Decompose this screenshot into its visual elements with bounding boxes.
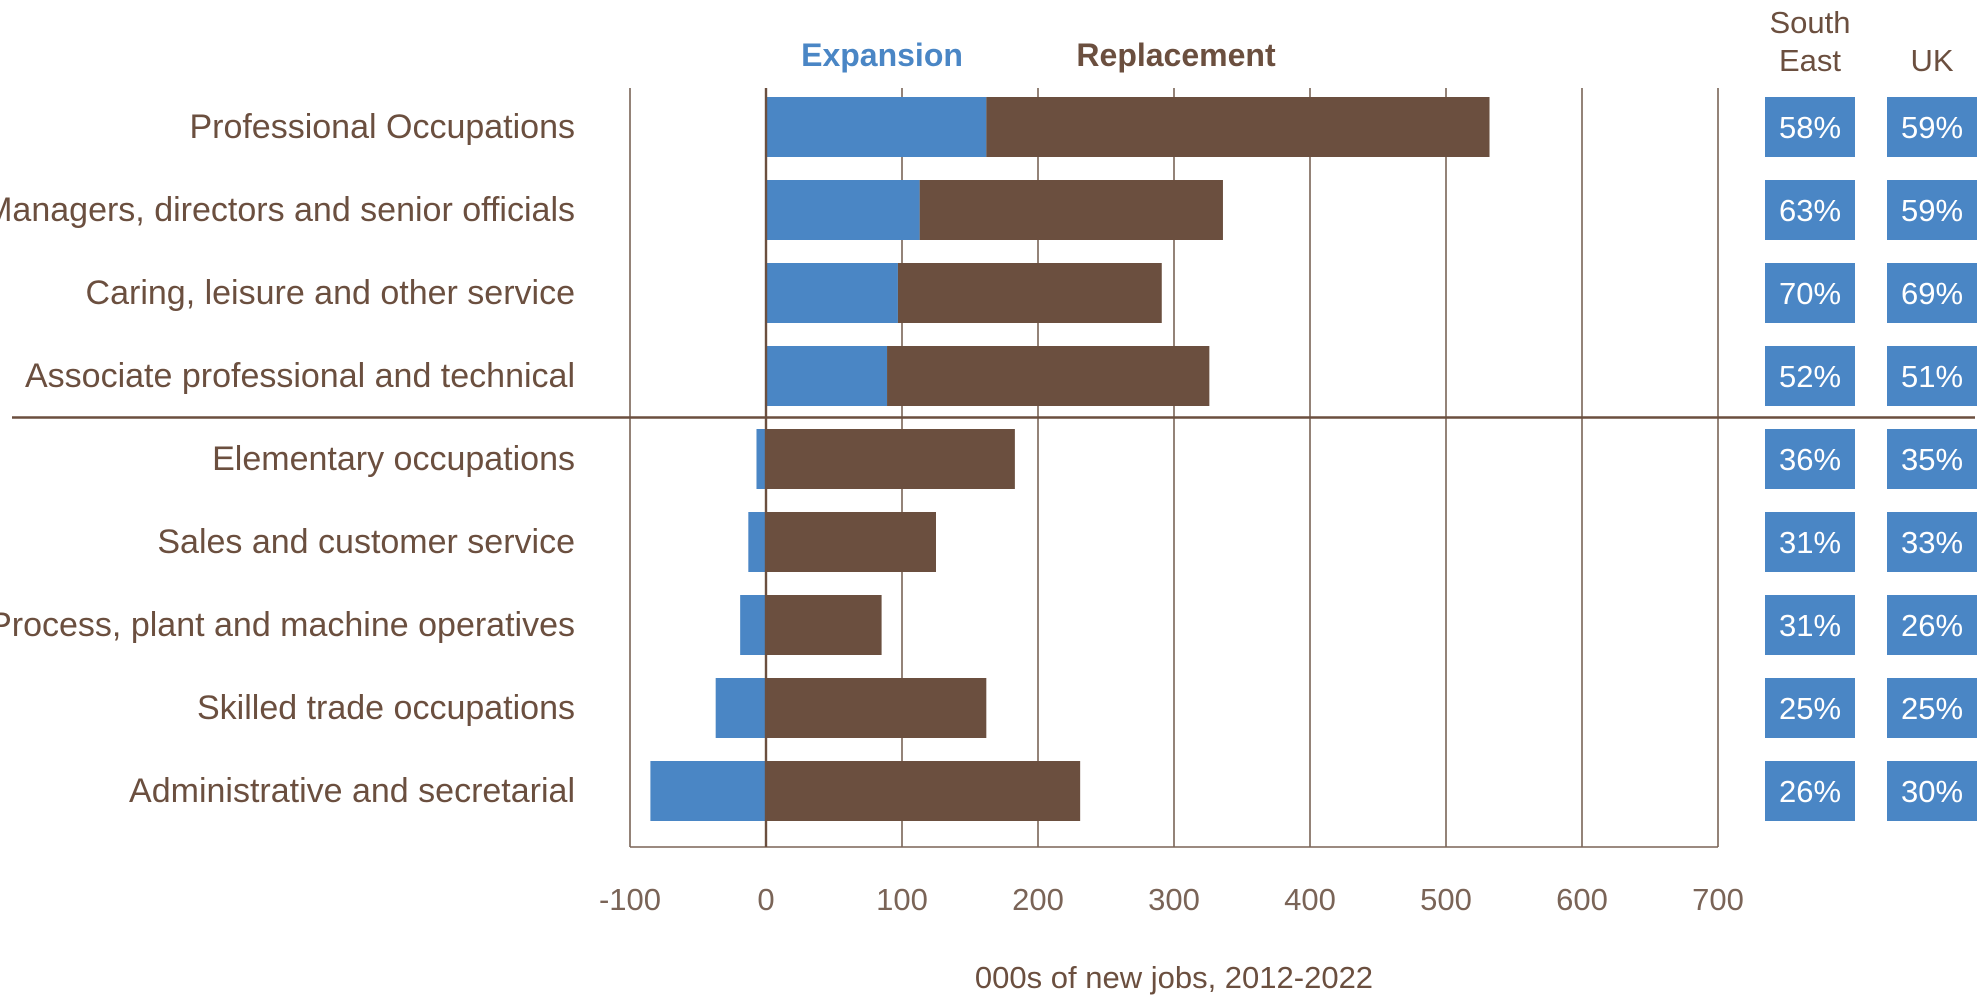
x-tick-label: -100 <box>599 882 661 917</box>
bar-replacement <box>986 97 1490 157</box>
share-box <box>1765 346 1855 406</box>
bar-expansion <box>766 263 898 323</box>
share-box <box>1765 512 1855 572</box>
bar-replacement <box>766 512 936 572</box>
share-value: 31% <box>1779 525 1841 560</box>
x-tick-label: 300 <box>1148 882 1200 917</box>
share-box <box>1887 97 1977 157</box>
bar-expansion <box>766 97 987 157</box>
x-axis-title: 000s of new jobs, 2012-2022 <box>975 960 1373 995</box>
category-labels: Professional Occupations Managers, direct… <box>0 108 575 810</box>
bar-expansion <box>756 429 766 489</box>
share-box <box>1765 97 1855 157</box>
share-value: 59% <box>1901 193 1963 228</box>
bar-replacement <box>766 761 1081 821</box>
x-tick-label: 200 <box>1012 882 1064 917</box>
share-value: 25% <box>1779 691 1841 726</box>
share-value: 26% <box>1901 608 1963 643</box>
share-box <box>1887 429 1977 489</box>
share-box <box>1887 512 1977 572</box>
bar-expansion <box>766 180 920 240</box>
bar-expansion <box>748 512 766 572</box>
column-header: East <box>1779 43 1841 78</box>
share-box <box>1765 678 1855 738</box>
share-box <box>1887 678 1977 738</box>
column-header: South <box>1769 5 1850 40</box>
bar-expansion <box>715 678 766 738</box>
share-value: 33% <box>1901 525 1963 560</box>
legend-expansion: Expansion <box>801 37 963 73</box>
bar-replacement <box>897 263 1162 323</box>
share-value: 69% <box>1901 276 1963 311</box>
share-box <box>1887 761 1977 821</box>
share-box <box>1765 180 1855 240</box>
x-tick-label: 100 <box>876 882 928 917</box>
category-label: Associate professional and technical <box>25 357 575 395</box>
share-value: 63% <box>1779 193 1841 228</box>
bar-expansion <box>740 595 766 655</box>
share-value: 59% <box>1901 110 1963 145</box>
share-box <box>1765 595 1855 655</box>
share-value: 30% <box>1901 774 1963 809</box>
share-value: 51% <box>1901 359 1963 394</box>
share-box <box>1765 761 1855 821</box>
share-value: 31% <box>1779 608 1841 643</box>
category-label: Sales and customer service <box>157 523 575 561</box>
share-value: 52% <box>1779 359 1841 394</box>
share-box <box>1887 263 1977 323</box>
share-box <box>1765 263 1855 323</box>
x-tick-label: 500 <box>1420 882 1472 917</box>
share-box <box>1887 346 1977 406</box>
legend-replacement: Replacement <box>1076 37 1276 73</box>
x-tick-label: 700 <box>1692 882 1744 917</box>
category-label: Administrative and secretarial <box>129 772 575 810</box>
category-label: Caring, leisure and other service <box>86 274 575 312</box>
share-box <box>1887 180 1977 240</box>
share-value: 35% <box>1901 442 1963 477</box>
share-value: 26% <box>1779 774 1841 809</box>
bar-replacement <box>766 429 1015 489</box>
legend: Expansion Replacement <box>801 37 1276 73</box>
share-value: 70% <box>1779 276 1841 311</box>
bar-replacement <box>766 595 882 655</box>
x-tick-labels: -100 0 100 200 300 400 500 600 700 <box>599 882 1744 917</box>
x-tick-label: 400 <box>1284 882 1336 917</box>
category-label: Skilled trade occupations <box>197 689 575 727</box>
share-box <box>1887 595 1977 655</box>
category-label: Process, plant and machine operatives <box>0 606 575 644</box>
category-label: Managers, directors and senior officials <box>0 191 575 229</box>
bar-expansion <box>766 346 888 406</box>
bar-replacement <box>919 180 1223 240</box>
column-header: UK <box>1910 43 1953 78</box>
x-tick-label: 0 <box>757 882 774 917</box>
bar-replacement <box>766 678 987 738</box>
category-label: Elementary occupations <box>212 440 575 478</box>
x-tick-label: 600 <box>1556 882 1608 917</box>
share-value: 36% <box>1779 442 1841 477</box>
share-box <box>1765 429 1855 489</box>
share-value: 58% <box>1779 110 1841 145</box>
bars <box>650 88 1490 847</box>
bar-expansion <box>650 761 766 821</box>
category-label: Professional Occupations <box>189 108 575 146</box>
bar-replacement <box>887 346 1210 406</box>
share-value: 25% <box>1901 691 1963 726</box>
